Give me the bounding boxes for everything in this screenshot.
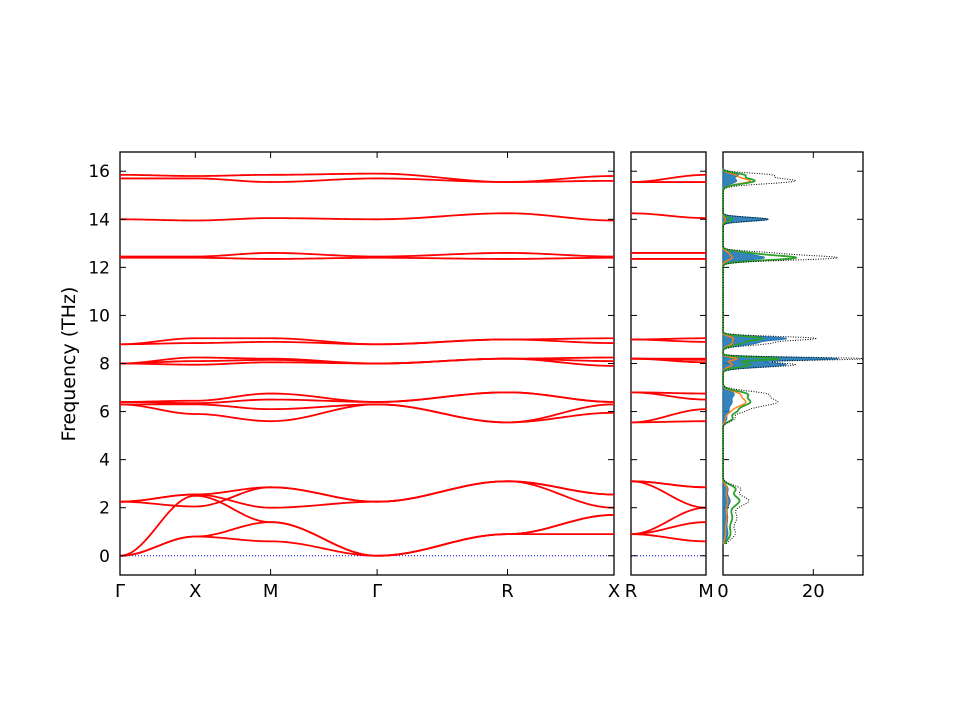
x-tick-label: M [263,581,279,602]
y-tick-label: 16 [88,162,110,182]
dos-panel: 0 20 [717,151,864,602]
band-b13 [119,356,615,365]
y-tick-label: 8 [99,355,110,375]
band-b4 [630,480,707,509]
band-b8 [630,408,707,424]
y-tick-label: 12 [88,258,110,278]
band-b6 [630,480,707,489]
dos-x-tick-label: 0 [717,581,728,602]
band-panel: Γ X M Γ R X 0 2 4 6 8 10 12 14 16 [88,151,620,602]
x-tick-label: X [608,581,620,602]
band-b10 [120,391,615,403]
y-tick-label: 6 [99,403,110,423]
pdos-green [722,168,798,545]
band-b2 [630,521,707,536]
band-b15 [630,337,707,341]
x-tick-label: R [501,581,514,602]
x-tick-label: Γ [115,581,125,602]
x-tick-label: R [625,581,638,602]
band-b17 [120,252,615,258]
band-b10 [630,391,706,395]
y-tick-label: 0 [99,547,110,567]
band-b18 [120,212,615,222]
band-b3 [119,494,615,557]
y-axis-label: Frequency (THz) [58,287,80,442]
band-b8 [120,403,615,424]
y-tick-label: 2 [99,499,110,519]
band-b1 [630,533,707,543]
band-b18 [630,212,707,219]
y-tick-label: 14 [88,210,110,230]
y-tick-label: 10 [88,306,110,326]
band-b6 [119,480,615,508]
y-tick-label: 4 [99,451,110,471]
band-b15 [119,337,615,346]
band-b20 [119,172,615,183]
x-tick-label: Γ [372,581,382,602]
x-tick-label: X [189,581,201,602]
band-b16 [120,256,615,260]
dos-x-tick-label: 20 [802,581,825,602]
band-b20 [630,173,707,183]
band-b3 [630,506,707,536]
x-tick-label: M [698,581,714,602]
